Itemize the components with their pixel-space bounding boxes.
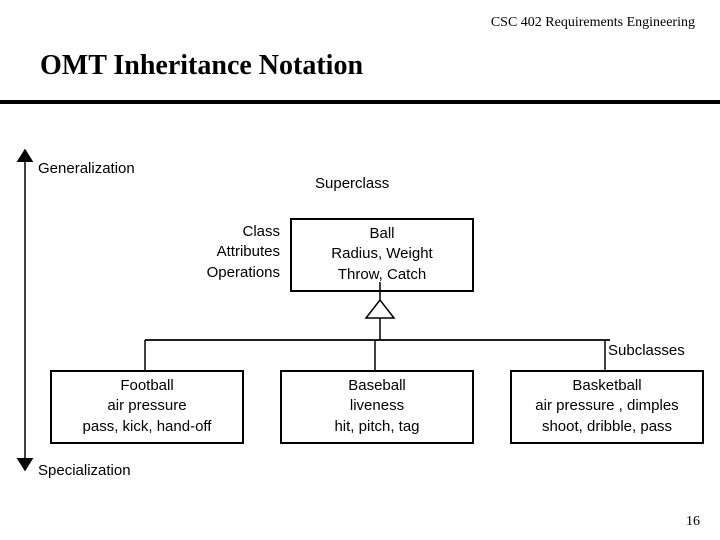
subclass-1-attributes: liveness [282, 396, 472, 416]
attributes-label: Attributes [170, 242, 280, 262]
subclass-0-operations: pass, kick, hand-off [52, 417, 242, 437]
subclass-1-operations: hit, pitch, tag [282, 417, 472, 437]
subclass-1-name: Baseball [282, 376, 472, 396]
subclass-box-0: Football air pressure pass, kick, hand-o… [50, 370, 244, 444]
subclasses-label: Subclasses [608, 342, 685, 359]
subclass-box-2: Basketball air pressure , dimples shoot,… [510, 370, 704, 444]
subclass-2-operations: shoot, dribble, pass [512, 417, 702, 437]
class-section-labels: Class Attributes Operations [170, 222, 280, 283]
operations-label: Operations [170, 263, 280, 283]
subclass-box-1: Baseball liveness hit, pitch, tag [280, 370, 474, 444]
superclass-name: Ball [292, 224, 472, 244]
superclass-operations: Throw, Catch [292, 265, 472, 285]
generalization-label: Generalization [38, 160, 135, 177]
superclass-label: Superclass [315, 175, 389, 192]
subclass-0-attributes: air pressure [52, 396, 242, 416]
subclass-0-name: Football [52, 376, 242, 396]
page-number: 16 [686, 514, 700, 530]
superclass-attributes: Radius, Weight [292, 244, 472, 264]
subclass-2-attributes: air pressure , dimples [512, 396, 702, 416]
slide-title: OMT Inheritance Notation [40, 50, 363, 82]
class-label: Class [170, 222, 280, 242]
specialization-label: Specialization [38, 462, 131, 479]
subclass-2-name: Basketball [512, 376, 702, 396]
course-header: CSC 402 Requirements Engineering [491, 15, 695, 31]
superclass-box: Ball Radius, Weight Throw, Catch [290, 218, 474, 292]
title-rule [0, 100, 720, 104]
